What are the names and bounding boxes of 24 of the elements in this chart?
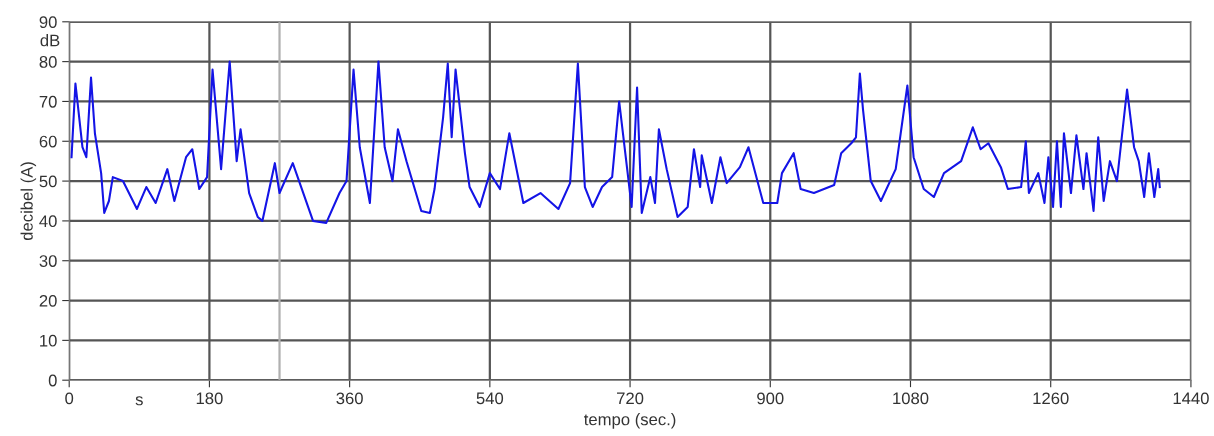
y-tick-label: 20 xyxy=(39,294,57,307)
x-tick-label: 1440 xyxy=(1173,392,1209,405)
y-tick-label: 10 xyxy=(40,334,57,347)
text: s xyxy=(135,396,143,406)
y-tick-label: 40 xyxy=(39,215,57,228)
x-axis-title: tempo (sec.) xyxy=(584,413,676,429)
y-axis-title: decibel (A) xyxy=(20,162,37,241)
x-tick-label: 720 xyxy=(617,392,644,405)
x-tick-label: 1080 xyxy=(893,392,929,405)
x-tick-label: 1260 xyxy=(1033,392,1069,405)
y-tick-label: 60 xyxy=(39,135,57,148)
y-tick-label: 70 xyxy=(39,95,57,108)
x-tick-label: 0 xyxy=(65,392,74,405)
x-tick-label: 540 xyxy=(476,392,504,405)
line-series xyxy=(70,60,1161,224)
x-tick-label: 180 xyxy=(196,392,223,405)
x-tick-label: 360 xyxy=(336,392,363,405)
text: dB xyxy=(40,34,60,47)
x-tick-label: 900 xyxy=(757,392,784,405)
y-tick-label: 0 xyxy=(48,374,57,387)
y-tick-label: 90 xyxy=(39,16,57,28)
y-tick-label: 50 xyxy=(39,175,57,188)
y-tick-label: 30 xyxy=(39,255,57,267)
y-tick-label: 80 xyxy=(39,56,57,68)
